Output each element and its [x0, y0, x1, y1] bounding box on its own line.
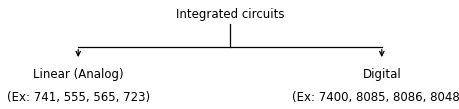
Text: Digital: Digital	[362, 68, 400, 81]
Text: Linear (Analog): Linear (Analog)	[33, 68, 123, 81]
Text: (Ex: 741, 555, 565, 723): (Ex: 741, 555, 565, 723)	[6, 91, 150, 104]
Text: (Ex: 7400, 8085, 8086, 80486): (Ex: 7400, 8085, 8086, 80486)	[291, 91, 459, 104]
Text: Integrated circuits: Integrated circuits	[175, 8, 284, 21]
